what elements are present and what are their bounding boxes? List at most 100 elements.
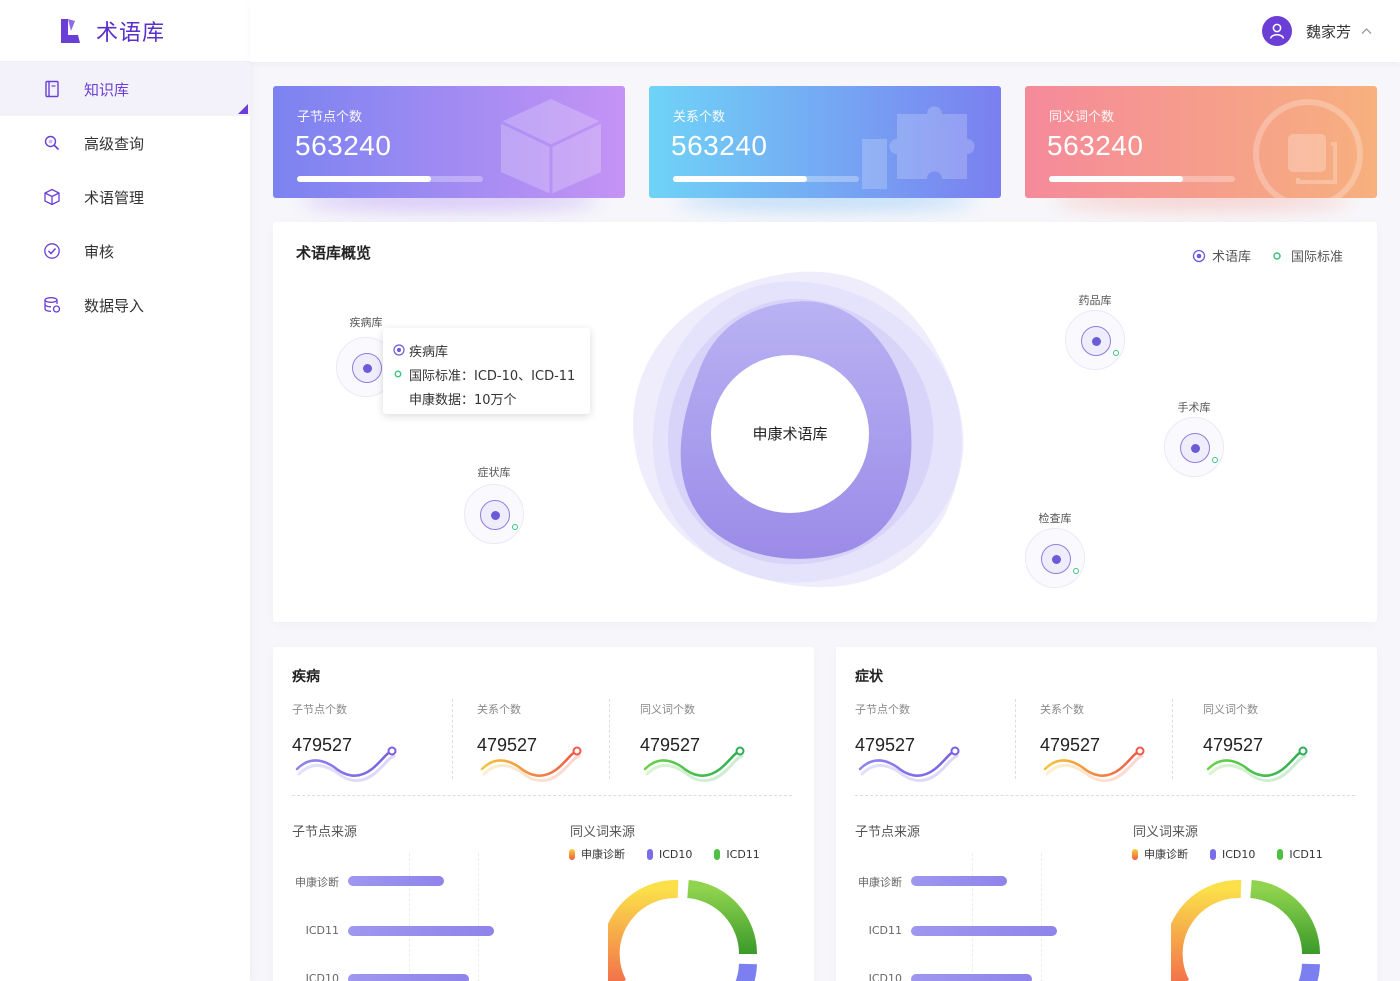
metric-item: 子节点个数 479527: [855, 701, 915, 756]
stat-card-child-nodes[interactable]: 子节点个数 563240: [273, 86, 625, 198]
section-panel: 症状 子节点个数 479527 关系个数 479527 同义词个数 479527: [836, 647, 1377, 981]
stat-card-relations[interactable]: 关系个数 563240: [649, 86, 1001, 198]
user-name: 魏家芳: [1305, 22, 1351, 41]
overview-panel: 术语库概览 术语库 国际标准 申康术语库 疾病库 症状库 药品库 手术库: [273, 222, 1377, 622]
legend-item[interactable]: ICD10: [1210, 848, 1255, 861]
radio-dot-icon: [1192, 249, 1206, 262]
donut-legend: 申康诊断 ICD10 ICD11: [1132, 846, 1345, 862]
grid-line: [1041, 853, 1042, 981]
metric-label: 子节点个数: [292, 703, 347, 716]
source-title: 子节点来源: [855, 825, 921, 840]
metric-sparkline: [858, 746, 960, 782]
sidebar-item-term-management[interactable]: 术语管理: [0, 170, 250, 224]
overview-legend: 术语库 国际标准: [1172, 246, 1343, 265]
bar-label: ICD11: [868, 924, 902, 937]
grid-line: [972, 853, 973, 981]
synonym-title: 同义词来源: [570, 825, 636, 840]
node-ring: [464, 484, 524, 544]
radio-dot-icon: [393, 344, 405, 356]
tooltip-name: 疾病库: [393, 338, 590, 362]
chevron-up-icon[interactable]: [1361, 27, 1372, 35]
metric-item: 同义词个数 479527: [640, 701, 700, 756]
center-label: 申康术语库: [752, 426, 827, 443]
tooltip-data: 申康数据：10万个: [409, 392, 517, 408]
copy-icon: [1253, 99, 1363, 198]
metric-value: 479527: [1040, 735, 1101, 755]
app-logo[interactable]: 术语库: [0, 0, 250, 62]
bar-label: ICD11: [305, 924, 339, 937]
node-tooltip: 疾病库 国际标准：ICD-10、ICD-11 申康数据：10万个: [383, 328, 590, 414]
legend-item[interactable]: ICD10: [647, 848, 692, 861]
donut-legend: 申康诊断 ICD10 ICD11: [569, 846, 782, 862]
stat-label: 同义词个数: [1049, 110, 1115, 125]
ring-dot-icon: [1273, 251, 1281, 260]
synonym-donut: [608, 879, 758, 981]
sidebar-item-label: 术语管理: [84, 188, 145, 207]
check-circle-icon: [42, 241, 62, 261]
sidebar-item-label: 数据导入: [84, 296, 145, 315]
sidebar: 术语库 知识库 高级查询 术语管理 审核: [0, 0, 250, 981]
stat-progress: [297, 176, 483, 182]
grid-line: [478, 853, 479, 981]
stat-label: 子节点个数: [297, 110, 363, 125]
metric-sparkline: [643, 746, 745, 782]
avatar[interactable]: [1261, 16, 1292, 46]
legend-standard[interactable]: 国际标准: [1271, 246, 1343, 265]
divider: [452, 699, 453, 779]
sidebar-item-data-import[interactable]: 数据导入: [0, 278, 250, 332]
book-icon: [42, 79, 62, 99]
metric-item: 同义词个数 479527: [1203, 701, 1263, 756]
cube-icon: [42, 187, 62, 207]
metric-label: 同义词个数: [640, 703, 695, 716]
divider: [609, 699, 610, 779]
stat-label: 关系个数: [673, 110, 726, 125]
app-title: 术语库: [96, 20, 166, 46]
bar-label: ICD10: [305, 972, 339, 981]
source-bar[interactable]: [348, 926, 494, 936]
metric-sparkline: [1206, 746, 1308, 782]
metric-sparkline: [295, 746, 397, 782]
stat-progress: [1049, 176, 1235, 182]
metric-label: 同义词个数: [1203, 703, 1258, 716]
source-bar[interactable]: [348, 876, 444, 886]
section-title: 症状: [855, 669, 883, 685]
user-menu[interactable]: 魏家芳: [1261, 16, 1372, 46]
logo-icon: [58, 17, 82, 45]
overview-title: 术语库概览: [296, 244, 372, 262]
divider: [1015, 699, 1016, 779]
sidebar-item-knowledge-base[interactable]: 知识库: [0, 62, 250, 116]
node-ring: [1164, 417, 1224, 477]
source-title: 子节点来源: [292, 825, 358, 840]
source-bar[interactable]: [911, 974, 1032, 981]
source-bar[interactable]: [348, 974, 469, 981]
sidebar-menu: 知识库 高级查询 术语管理 审核 数据导入: [0, 62, 250, 332]
legend-item[interactable]: ICD11: [714, 848, 760, 861]
divider: [855, 795, 1355, 796]
metric-value: 479527: [292, 735, 353, 755]
database-icon: [42, 295, 62, 315]
metric-item: 关系个数 479527: [477, 701, 537, 756]
metric-sparkline: [480, 746, 582, 782]
source-bar[interactable]: [911, 926, 1057, 936]
metric-value: 479527: [1203, 735, 1264, 755]
legend-library[interactable]: 术语库: [1192, 246, 1251, 265]
legend-item[interactable]: 申康诊断: [569, 846, 625, 862]
sidebar-item-advanced-search[interactable]: 高级查询: [0, 116, 250, 170]
metric-item: 关系个数 479527: [1040, 701, 1100, 756]
stat-progress: [673, 176, 859, 182]
bar-label: 申康诊断: [295, 876, 339, 889]
grid-line: [409, 853, 410, 981]
divider: [1172, 699, 1173, 779]
legend-item[interactable]: 申康诊断: [1132, 846, 1188, 862]
source-bar[interactable]: [911, 876, 1007, 886]
divider: [292, 795, 792, 796]
legend-item[interactable]: ICD11: [1277, 848, 1323, 861]
stat-card-synonyms[interactable]: 同义词个数 563240: [1025, 86, 1377, 198]
metric-label: 子节点个数: [855, 703, 910, 716]
metric-value: 479527: [477, 735, 538, 755]
sidebar-item-review[interactable]: 审核: [0, 224, 250, 278]
metric-label: 关系个数: [1040, 703, 1084, 716]
bar-label: ICD10: [868, 972, 902, 981]
active-indicator: [238, 104, 248, 114]
metric-value: 479527: [640, 735, 701, 755]
